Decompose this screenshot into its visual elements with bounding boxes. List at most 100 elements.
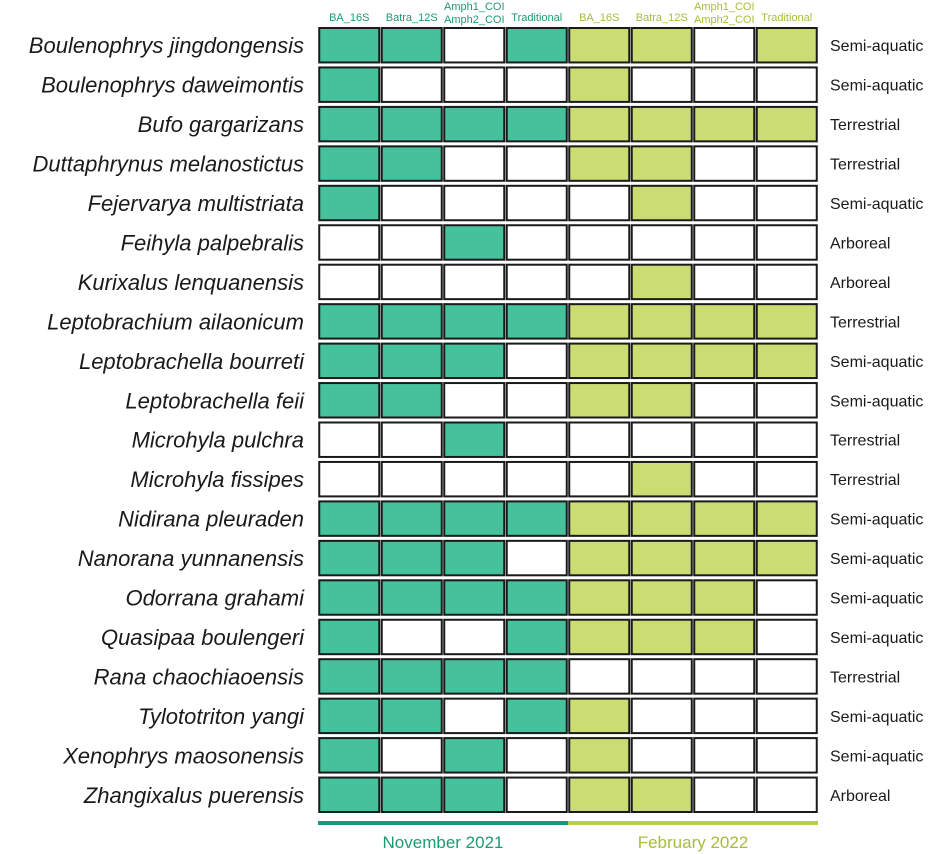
detection-cell [443,500,506,537]
detection-cell [443,224,506,261]
detection-cell [755,66,818,103]
detection-cell [380,421,443,458]
detection-cell [380,382,443,419]
detection-cell [630,421,693,458]
detection-cell [318,263,381,301]
detection-cell [443,658,506,695]
detection-cell [380,27,443,64]
detection-cell [755,460,818,498]
detection-cell [318,618,381,656]
detection-cell [755,303,818,340]
species-labels: Boulenophrys jingdongensis Boulenophrys d… [29,33,305,808]
detection-cell [693,382,756,419]
detection-cell [443,27,506,64]
detection-cell [568,184,631,222]
method-header: Traditional [511,12,562,24]
detection-cell [318,776,381,813]
detection-cell [318,342,381,380]
detection-cell [568,658,631,695]
detection-cell [630,737,693,774]
detection-cell [443,342,506,380]
detection-cell [630,500,693,537]
habitat-label: Semi-aquatic [830,38,923,55]
detection-cell [318,737,381,774]
detection-cell [505,579,568,616]
detection-cell [568,382,631,419]
detection-cell [568,303,631,340]
species-label: Duttaphrynus melanostictus [33,152,304,177]
habitat-label: Terrestrial [830,314,900,331]
detection-cell [380,263,443,301]
detection-cell [755,618,818,656]
detection-cell [755,697,818,735]
detection-cell [505,27,568,64]
detection-cell [443,66,506,103]
habitat-label: Semi-aquatic [830,78,923,95]
detection-cell [755,382,818,419]
detection-cell [443,460,506,498]
species-label: Odorrana grahami [125,586,305,611]
detection-cell [505,421,568,458]
species-label: Fejervarya multistriata [88,191,304,216]
detection-cell [380,105,443,143]
method-header: Batra_12S [636,12,688,24]
detection-cell [630,27,693,64]
detection-cell [443,105,506,143]
detection-cell [380,697,443,735]
habitat-label: Terrestrial [830,472,900,489]
detection-cell [630,263,693,301]
detection-cell [443,618,506,656]
method-header: Amph1_COI Amph2_COI [694,1,755,26]
detection-cell [318,658,381,695]
detection-cell [693,263,756,301]
detection-cell [505,303,568,340]
habitat-label: Terrestrial [830,669,900,686]
habitat-label: Terrestrial [830,157,900,174]
detection-cell [630,697,693,735]
detection-cell [568,342,631,380]
detection-cell [693,303,756,340]
habitat-label: Arboreal [830,788,890,805]
detection-cell [318,224,381,261]
habitat-label: Semi-aquatic [830,196,923,213]
species-label: Bufo gargarizans [138,112,304,137]
detection-cell [755,737,818,774]
detection-cell [505,184,568,222]
detection-cell [693,500,756,537]
detection-cell [755,27,818,64]
detection-cell [693,184,756,222]
detection-cell [630,342,693,380]
detection-cell [505,737,568,774]
detection-cell [755,263,818,301]
detection-cell [318,105,381,143]
detection-cell [630,184,693,222]
detection-cell [630,618,693,656]
species-label: Microhyla fissipes [130,467,304,492]
detection-cell [443,303,506,340]
species-label: Quasipaa boulengeri [101,625,305,650]
habitat-label: Terrestrial [830,433,900,450]
detection-cell [505,382,568,419]
detection-cell [380,579,443,616]
detection-cell [630,382,693,419]
detection-cell [755,776,818,813]
detection-cell [505,776,568,813]
detection-cell [693,697,756,735]
detection-cell [693,27,756,64]
detection-cell [380,658,443,695]
species-label: Zhangixalus puerensis [83,783,304,808]
detection-cell [443,421,506,458]
detection-cell [568,618,631,656]
detection-cell [318,697,381,735]
species-label: Xenophrys maosonensis [62,743,304,768]
detection-cell [568,539,631,577]
habitat-label: Semi-aquatic [830,551,923,568]
detection-cell [443,539,506,577]
period-label: February 2022 [638,833,749,852]
detection-cell [380,66,443,103]
detection-cell [630,145,693,182]
detection-cell [568,105,631,143]
habitat-label: Semi-aquatic [830,630,923,647]
detection-cell [755,421,818,458]
